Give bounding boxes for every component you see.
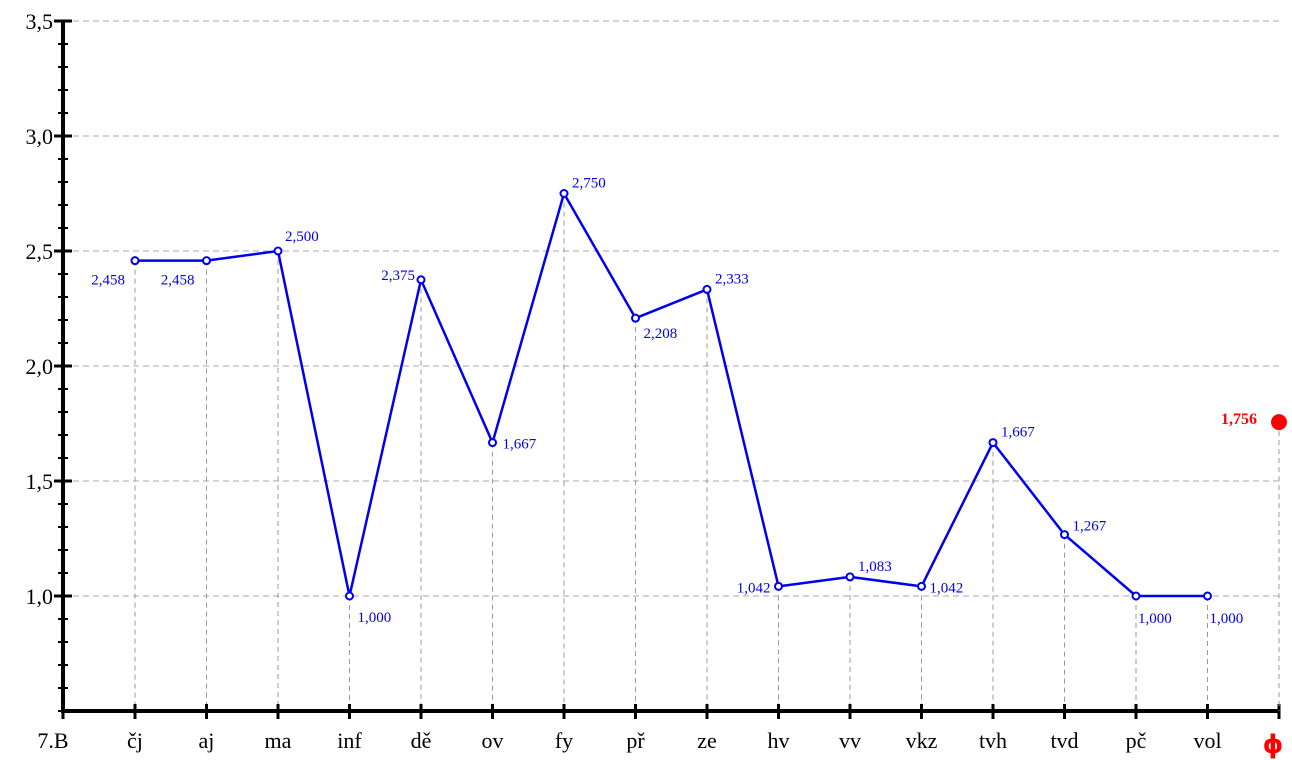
data-point xyxy=(202,256,211,266)
data-point xyxy=(1203,591,1212,601)
data-label: 2,458 xyxy=(91,273,125,289)
data-label: 1,267 xyxy=(1073,519,1107,535)
data-label: 2,333 xyxy=(715,271,749,287)
data-point xyxy=(345,591,354,601)
class-label: 7.B xyxy=(37,728,68,753)
data-label: 1,000 xyxy=(1138,611,1172,627)
category-label: fy xyxy=(555,728,573,753)
category-labels: 7.B čj aj ma inf dě ov fy př ze hv vv vkz tvh tvd pč vo… xyxy=(37,728,1221,753)
category-label: vv xyxy=(839,728,861,753)
category-label: hv xyxy=(768,728,790,753)
series xyxy=(135,192,1208,598)
y-tick-label: 1,5 xyxy=(26,469,54,494)
average-value-label: 1,756 xyxy=(1221,411,1257,428)
data-label: 2,375 xyxy=(381,268,415,284)
category-label: aj xyxy=(199,728,215,753)
y-tick-label: 3,5 xyxy=(26,9,54,34)
y-tick-label: 3,0 xyxy=(26,124,54,149)
category-label: ze xyxy=(697,728,717,753)
data-point xyxy=(273,246,283,256)
data-label: 1,000 xyxy=(358,610,392,626)
data-label: 2,458 xyxy=(161,273,195,289)
category-label: pč xyxy=(1126,728,1147,753)
data-point xyxy=(988,438,998,448)
y-tick-label: 2,0 xyxy=(26,354,54,379)
data-label: 2,208 xyxy=(644,326,678,342)
data-point xyxy=(917,581,926,591)
series-line xyxy=(135,192,1208,598)
category-label: čj xyxy=(127,728,143,753)
vertical-gridlines xyxy=(134,193,1208,711)
y-tick-label: 1,0 xyxy=(26,584,54,609)
data-point xyxy=(845,572,855,582)
category-label: vol xyxy=(1193,728,1221,753)
y-tick-label: 2,5 xyxy=(26,239,54,264)
data-label: 1,083 xyxy=(858,559,892,575)
data-label: 1,000 xyxy=(1210,611,1244,627)
average: 1,756 ϕ xyxy=(1221,411,1287,760)
data-labels: 2,458 2,458 2,500 1,000 2,375 1,667 2,750 2,208… xyxy=(91,176,1243,628)
y-axis-ticks: 1,0 1,5 2,0 2,5 3,0 3,5 xyxy=(26,9,72,712)
data-label: 2,500 xyxy=(285,229,319,245)
data-point xyxy=(774,581,783,591)
data-label: 1,042 xyxy=(737,580,771,596)
category-label: dě xyxy=(411,728,432,753)
data-point xyxy=(559,189,569,198)
data-point xyxy=(1060,530,1069,540)
data-label: 1,667 xyxy=(503,437,537,453)
data-point xyxy=(1131,591,1141,601)
axes xyxy=(61,21,1280,713)
category-label: ov xyxy=(482,728,504,753)
category-label: vkz xyxy=(906,728,938,753)
horizontal-gridlines xyxy=(63,20,1280,597)
data-label: 2,750 xyxy=(572,176,606,192)
data-point xyxy=(488,438,497,448)
data-point xyxy=(631,313,640,323)
data-point xyxy=(130,256,140,266)
x-axis-ticks xyxy=(61,704,1281,719)
category-label: inf xyxy=(337,728,362,753)
average-symbol: ϕ xyxy=(1263,730,1284,760)
data-point xyxy=(702,284,712,294)
category-label: tvh xyxy=(979,728,1007,753)
data-point xyxy=(416,275,426,285)
data-label: 1,667 xyxy=(1001,425,1035,441)
category-label: př xyxy=(626,728,645,753)
data-points xyxy=(130,189,1212,601)
category-label: tvd xyxy=(1050,728,1078,753)
data-label: 1,042 xyxy=(930,580,964,596)
average-point xyxy=(1271,414,1287,431)
category-label: ma xyxy=(265,728,292,753)
